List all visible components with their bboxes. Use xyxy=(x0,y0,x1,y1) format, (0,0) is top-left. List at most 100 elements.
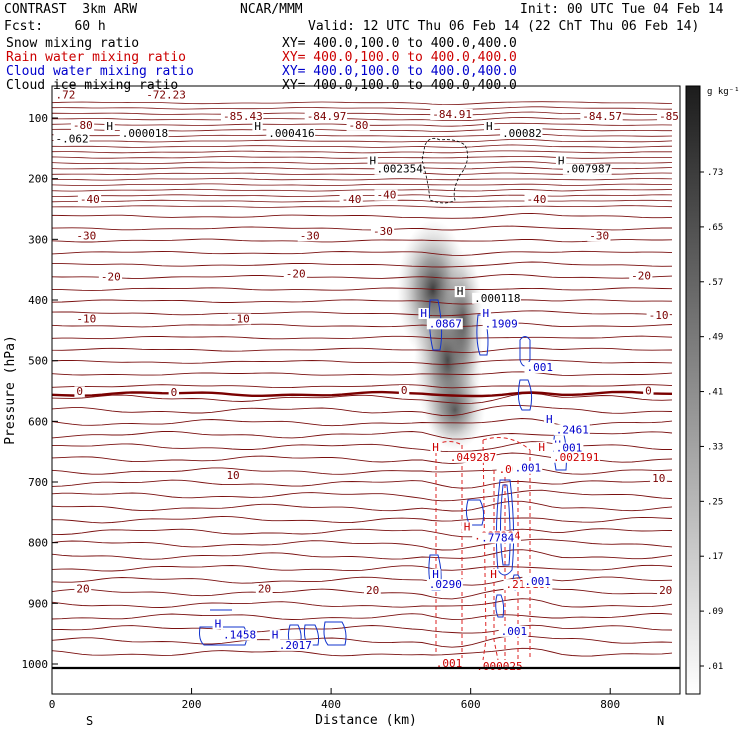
contour-label: H xyxy=(106,120,113,133)
cloud-water-contours xyxy=(199,299,568,646)
contour-label-bg xyxy=(472,292,521,304)
contour-label: -30 xyxy=(589,229,609,242)
contour-label: H xyxy=(272,629,279,642)
contour-label: .1458 xyxy=(223,629,256,642)
temperature-contour xyxy=(52,101,673,106)
contour-label-bg xyxy=(484,121,495,133)
contour-label: .00082 xyxy=(502,127,542,140)
colorbar xyxy=(685,85,701,695)
temperature-contour xyxy=(52,598,673,608)
contour-label-bg xyxy=(430,109,473,120)
x-axis-ticks: 0 200 400 600 800 xyxy=(49,688,620,711)
contour-label-bg xyxy=(480,307,491,319)
contour-label: -30 xyxy=(373,225,393,238)
field-snow-name: Snow mixing ratio xyxy=(6,36,140,51)
temperature-contour xyxy=(52,528,673,538)
contour-label-bg xyxy=(374,189,398,201)
contour-label-bg xyxy=(346,119,370,131)
x-tick-label: 800 xyxy=(600,698,620,711)
contour-label-bg xyxy=(587,230,611,242)
contour-label-bg xyxy=(496,463,527,475)
contour-label: 0 xyxy=(645,385,652,398)
contour-labels: -80-85.43 -84.97-80-84.91 -84.57 -85.03-72.… xyxy=(53,89,680,673)
contour-label-bg xyxy=(77,193,102,205)
temperature-contour xyxy=(52,587,673,600)
contour-label-bg xyxy=(98,271,123,283)
colorbar-level-label: .49 xyxy=(707,333,723,343)
contour-label: 10 xyxy=(226,469,239,482)
contour-label: -40 xyxy=(526,193,546,206)
contour-label: .001 xyxy=(526,361,553,374)
contour-label: H xyxy=(538,441,545,454)
contour-label: -84.91 xyxy=(432,108,472,121)
temperature-contour xyxy=(52,335,673,340)
contour-label-bg xyxy=(629,270,653,282)
temperature-contour xyxy=(52,144,673,148)
colorbar-level-label: .09 xyxy=(707,607,723,617)
contour-label-bg xyxy=(70,119,95,131)
contour-label: .000416 xyxy=(268,127,314,140)
contour-label-bg xyxy=(551,451,600,463)
colorbar-level-label: .57 xyxy=(707,278,723,288)
contour-label: -72.23 xyxy=(146,89,186,102)
contour-label: -40 xyxy=(376,189,396,202)
temperature-contour xyxy=(52,515,673,524)
colorbar-level-label: .65 xyxy=(707,223,723,233)
contour-label: .2461 xyxy=(556,423,589,436)
contour-label-bg xyxy=(144,89,187,101)
temperature-contour xyxy=(52,392,673,404)
contour-label-bg xyxy=(553,424,590,436)
contour-label-bg xyxy=(454,286,466,298)
temperature-contour xyxy=(52,212,673,219)
contour-label: -84.57 xyxy=(582,110,622,123)
x-tick-label: 400 xyxy=(321,698,341,711)
contour-label-bg xyxy=(74,230,98,242)
contour-label: .001 xyxy=(436,657,463,670)
temperature-contour xyxy=(52,635,673,648)
temperature-contour xyxy=(52,250,673,256)
contour-label-bg xyxy=(646,309,670,321)
x-tick-label: 200 xyxy=(182,698,202,711)
x-tick-label: 600 xyxy=(461,698,481,711)
contour-label-bg xyxy=(119,127,169,139)
temperature-contour xyxy=(52,347,673,353)
temperature-contour xyxy=(52,274,673,279)
contour-label-bg xyxy=(339,193,363,205)
contour-label: -.062 xyxy=(55,132,88,145)
plot-frame xyxy=(51,85,681,695)
contour-label-bg xyxy=(74,583,92,595)
contour-label-bg xyxy=(524,361,555,373)
contour-label: 20 xyxy=(366,584,379,597)
temperature-contour xyxy=(52,500,673,512)
contour-label: -80 xyxy=(73,119,93,132)
model-title: CONTRAST 3km ARW xyxy=(4,2,138,17)
contour-label-bg xyxy=(418,307,429,319)
contour-label: H xyxy=(215,618,222,631)
cloud-ice-contour xyxy=(421,137,468,204)
contour-label-bg xyxy=(461,521,473,533)
contour-label-bg xyxy=(220,110,264,122)
contour-label-bg xyxy=(227,313,252,325)
contour-label-bg xyxy=(433,658,464,670)
contour-label: .0290 xyxy=(429,578,462,591)
contour-label: H xyxy=(558,155,565,168)
temperature-contour xyxy=(52,624,673,634)
contour-label: -20 xyxy=(101,271,121,284)
contour-label: 0 xyxy=(76,385,83,398)
x-end-label-north: N xyxy=(657,714,664,728)
contour-label: -40 xyxy=(342,193,362,206)
contour-label: .72 xyxy=(55,89,75,102)
contour-label-bg xyxy=(168,386,180,398)
init-time: Init: 00 UTC Tue 04 Feb 14 xyxy=(520,2,724,17)
colorbar-level-label: .01 xyxy=(707,662,723,672)
contour-label: H xyxy=(486,120,493,133)
contour-label: 20 xyxy=(258,582,271,595)
contour-label: 20 xyxy=(659,584,672,597)
field-snow-xy: XY= 400.0,100.0 to 400.0,400.0 xyxy=(282,36,517,51)
contour-label-bg xyxy=(252,121,263,133)
y-axis-ticks: 100 200 300 400 500 600 700 800 900 1000 xyxy=(22,112,58,671)
valid-time: Valid: 12 UTC Thu 06 Feb 14 (22 ChT Thu … xyxy=(308,19,700,34)
contour-label-bg xyxy=(53,133,90,145)
contour-label-bg xyxy=(426,579,463,591)
contour-label-bg xyxy=(104,121,115,133)
